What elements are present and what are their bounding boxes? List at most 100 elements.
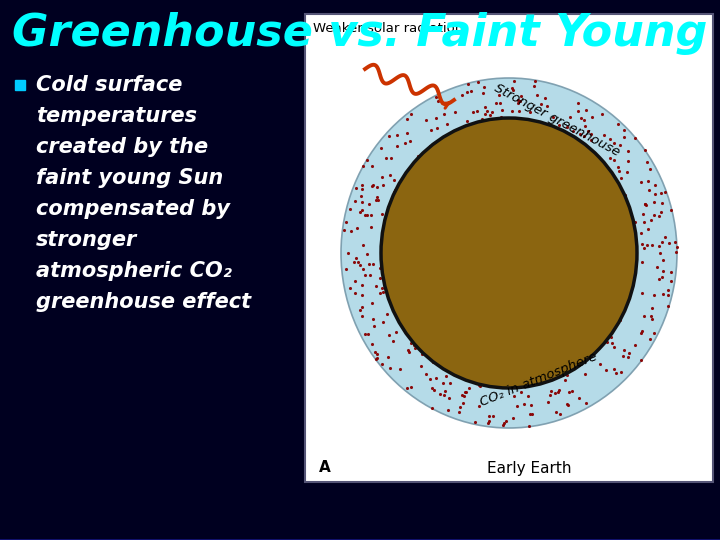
Point xyxy=(610,368,621,377)
Text: stronger: stronger xyxy=(36,230,138,250)
Point xyxy=(486,107,498,116)
Point xyxy=(356,185,368,194)
Point xyxy=(629,133,641,142)
Point xyxy=(580,399,592,407)
Text: atmospheric CO₂: atmospheric CO₂ xyxy=(36,261,232,281)
Point xyxy=(370,195,382,204)
Point xyxy=(585,130,597,138)
Point xyxy=(377,360,388,369)
Point xyxy=(515,92,526,101)
Point xyxy=(427,358,438,367)
Point xyxy=(567,127,579,136)
Point xyxy=(377,210,388,219)
Point xyxy=(480,102,491,111)
Point xyxy=(629,217,641,226)
Point xyxy=(354,207,366,216)
Point xyxy=(469,417,481,426)
Point xyxy=(345,226,356,235)
Point xyxy=(434,93,446,102)
Point xyxy=(477,89,488,97)
Text: faint young Sun: faint young Sun xyxy=(36,168,223,188)
Point xyxy=(559,375,571,384)
Point xyxy=(384,363,395,372)
Point xyxy=(428,386,440,394)
Point xyxy=(549,389,560,397)
Text: CO₂ in atmosphere: CO₂ in atmosphere xyxy=(479,350,600,409)
Point xyxy=(552,387,564,396)
Point xyxy=(649,329,660,338)
Point xyxy=(596,110,608,118)
Point xyxy=(384,171,395,180)
Point xyxy=(665,206,677,214)
Point xyxy=(386,153,397,162)
Point xyxy=(629,341,641,349)
Point xyxy=(483,417,495,426)
Point xyxy=(377,173,388,182)
Point xyxy=(666,268,678,277)
Point xyxy=(553,386,564,394)
Point xyxy=(646,315,657,323)
Point xyxy=(649,211,660,219)
Point xyxy=(354,261,366,269)
Point xyxy=(456,390,468,399)
Point xyxy=(636,356,647,364)
Point xyxy=(463,79,474,88)
Point xyxy=(356,191,367,200)
Point xyxy=(364,259,375,268)
Point xyxy=(495,113,507,122)
Point xyxy=(365,271,377,280)
Point xyxy=(351,224,363,233)
Point xyxy=(438,390,450,399)
Point xyxy=(574,130,585,138)
Point xyxy=(356,311,368,320)
Point xyxy=(405,382,417,391)
Point xyxy=(361,211,373,219)
Point xyxy=(377,284,388,293)
Point xyxy=(608,364,619,373)
Point xyxy=(456,90,467,99)
Point xyxy=(638,312,649,320)
Point xyxy=(525,401,536,410)
Point xyxy=(381,310,392,319)
Point xyxy=(573,394,585,402)
Point xyxy=(656,273,667,281)
Point xyxy=(356,291,368,300)
Point xyxy=(513,99,524,108)
Point xyxy=(523,421,535,430)
Point xyxy=(638,217,649,226)
Point xyxy=(544,390,556,399)
Point xyxy=(547,113,559,122)
Point xyxy=(463,384,474,393)
Text: greenhouse effect: greenhouse effect xyxy=(36,292,251,312)
Point xyxy=(369,347,381,356)
Point xyxy=(622,146,634,155)
Point xyxy=(516,388,527,396)
Point xyxy=(619,191,631,200)
Point xyxy=(500,417,512,426)
Point xyxy=(441,120,453,129)
Point xyxy=(426,384,438,393)
Point xyxy=(657,289,669,298)
Point xyxy=(662,286,674,294)
Point xyxy=(612,163,624,171)
Point xyxy=(377,318,389,326)
Point xyxy=(594,360,606,369)
Point xyxy=(657,267,668,275)
Point xyxy=(604,154,616,163)
Point xyxy=(636,258,647,266)
Point xyxy=(659,232,670,241)
Point xyxy=(647,240,658,249)
Point xyxy=(402,346,413,354)
Point xyxy=(524,107,536,116)
Point xyxy=(454,402,466,411)
Point xyxy=(374,264,386,273)
Point xyxy=(606,333,617,341)
Point xyxy=(613,140,625,149)
Point xyxy=(508,392,520,401)
Point xyxy=(383,132,395,140)
Point xyxy=(642,177,654,185)
Text: Cold surface: Cold surface xyxy=(36,75,182,95)
Point xyxy=(618,346,629,355)
Point xyxy=(389,186,400,194)
Point xyxy=(642,158,653,167)
